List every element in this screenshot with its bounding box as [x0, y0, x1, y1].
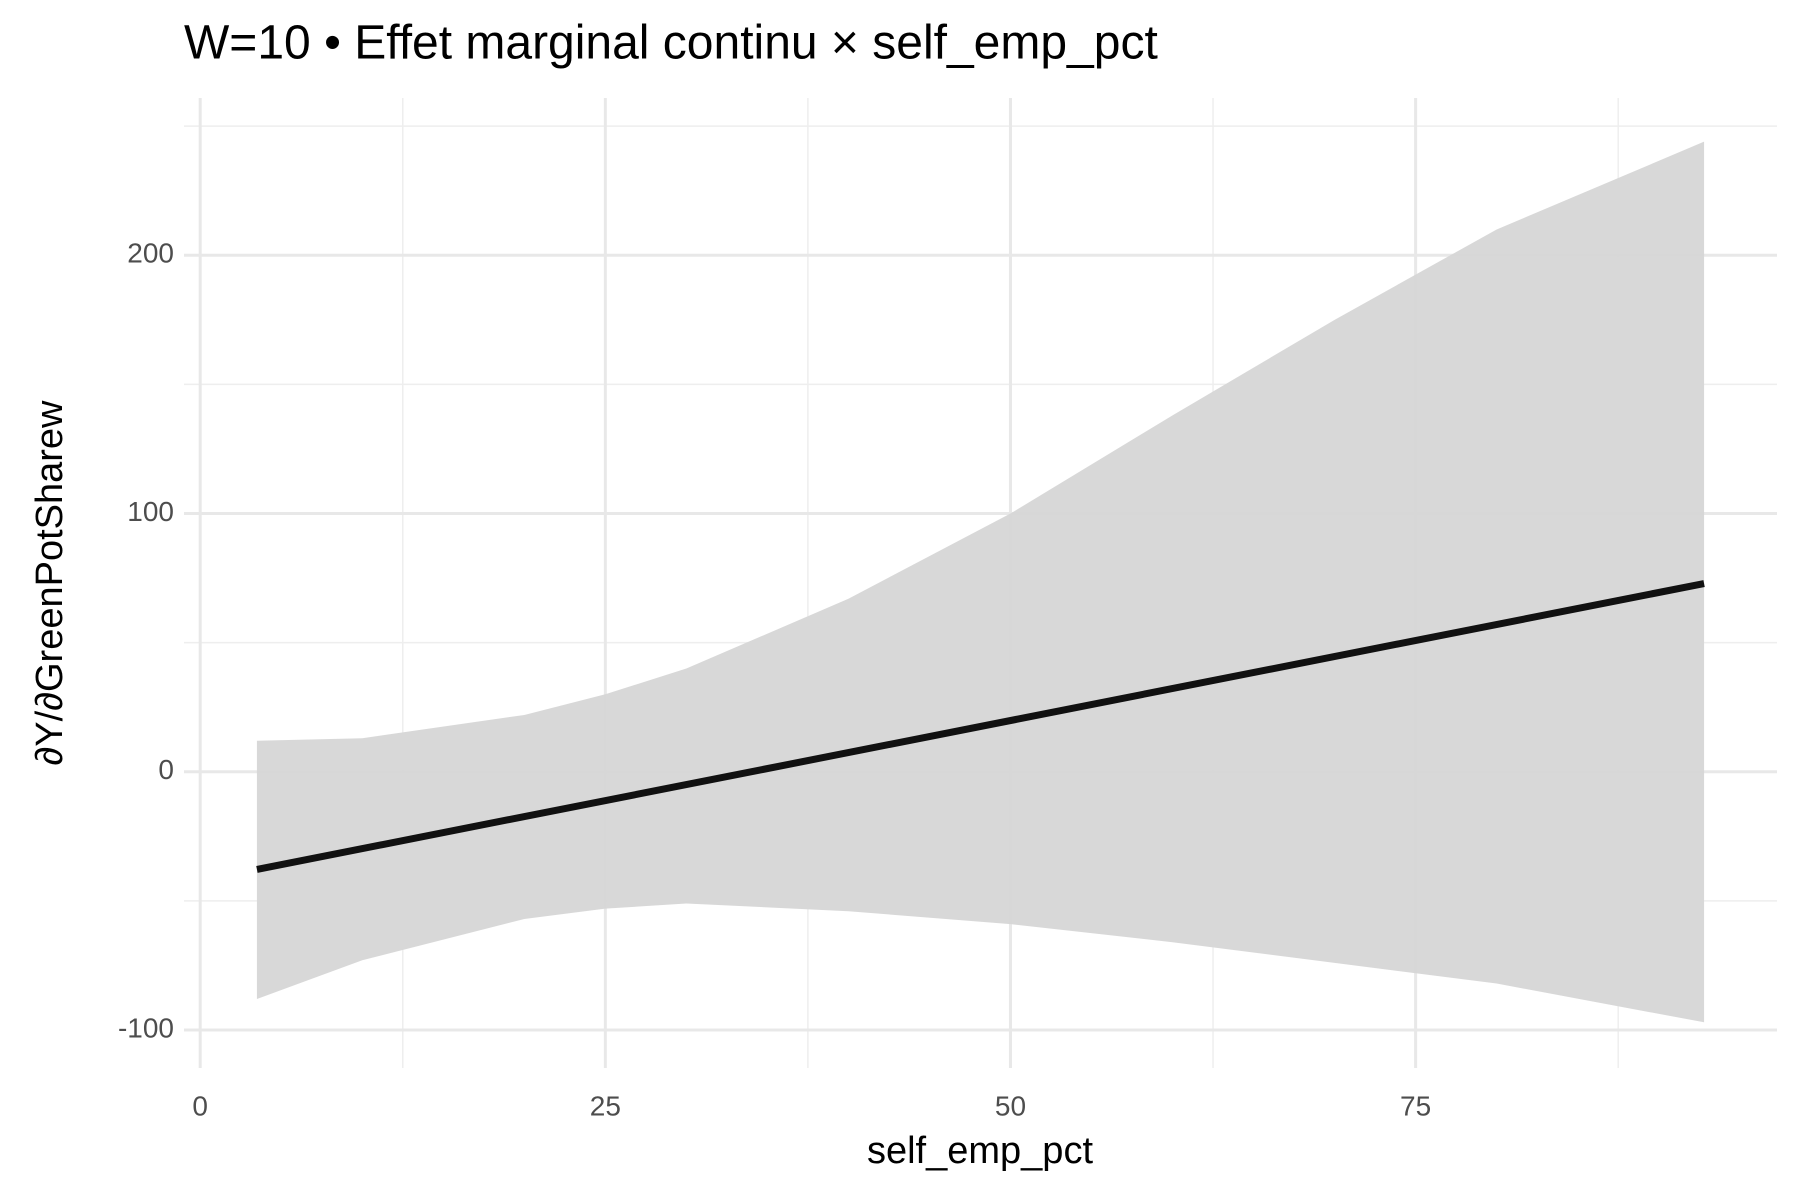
y-tick-label: 0: [158, 754, 174, 785]
x-tick-label: 25: [590, 1090, 621, 1121]
x-tick-label: 0: [192, 1090, 208, 1121]
confidence-band: [256, 141, 1705, 1023]
x-tick-label: 50: [995, 1090, 1026, 1121]
chart-title: W=10 • Effet marginal continu × self_emp…: [184, 17, 1158, 70]
y-tick-label: -100: [118, 1012, 174, 1043]
effect-line: [256, 580, 1705, 873]
y-tick-label: 200: [127, 238, 174, 269]
y-tick-label: 100: [127, 496, 174, 527]
y-axis-title: ∂Y/∂GreenPotSharew: [29, 400, 71, 766]
x-tick-label: 75: [1400, 1090, 1431, 1121]
x-axis-title: self_emp_pct: [867, 1130, 1093, 1172]
